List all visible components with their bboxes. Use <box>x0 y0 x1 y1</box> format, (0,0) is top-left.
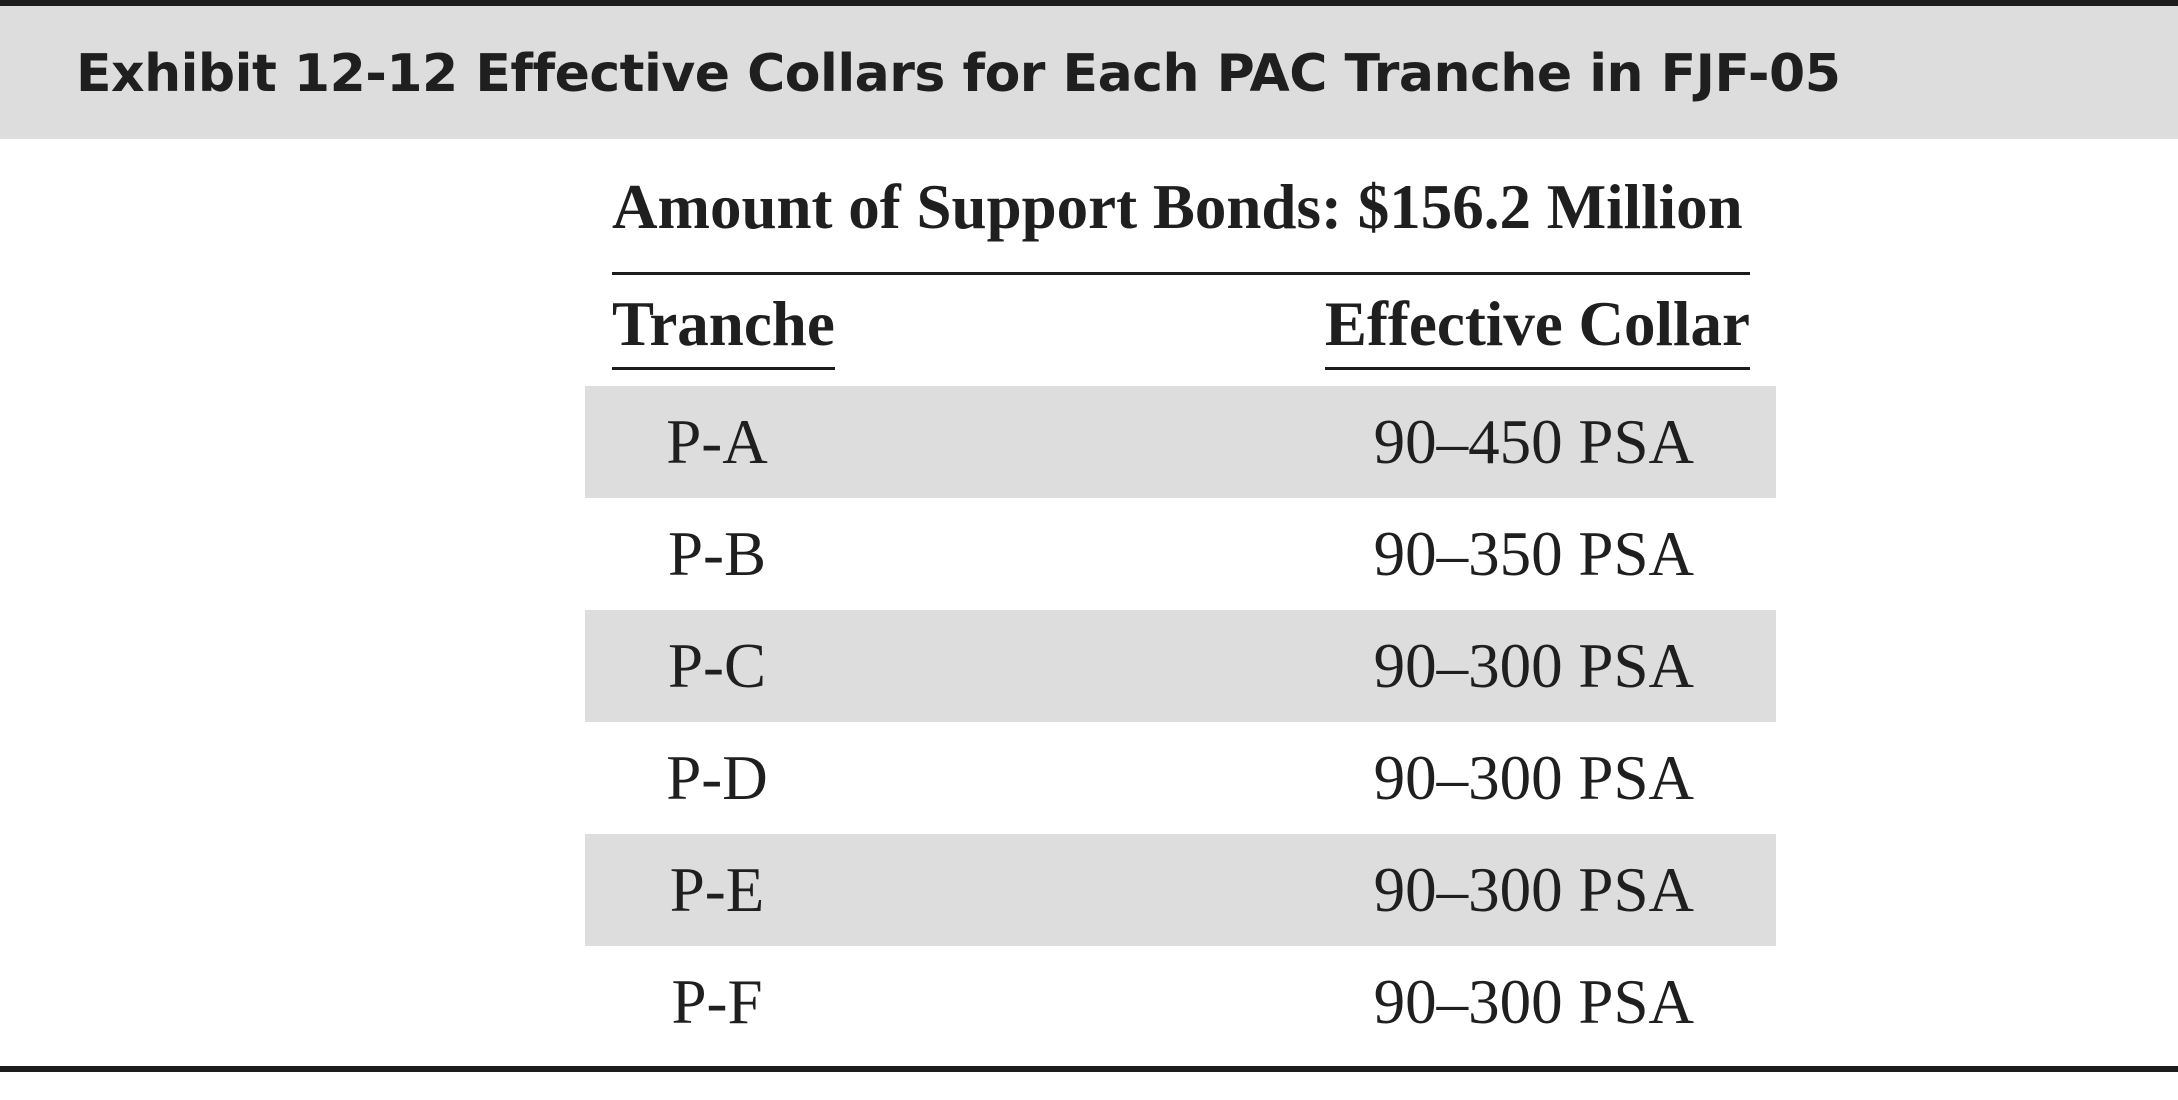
collar-cell: 90–350 PSA <box>1374 498 1694 610</box>
column-header-effective-collar: Effective Collar <box>1325 289 1750 370</box>
collar-cell: 90–300 PSA <box>1374 722 1694 834</box>
table-row: P-F 90–300 PSA <box>585 946 1776 1058</box>
exhibit-title: Exhibit 12-12 Effective Collars for Each… <box>76 34 1840 114</box>
table-row: P-A 90–450 PSA <box>585 386 1776 498</box>
collar-cell: 90–300 PSA <box>1374 610 1694 722</box>
table-row: P-B 90–350 PSA <box>585 498 1776 610</box>
table-row: P-D 90–300 PSA <box>585 722 1776 834</box>
exhibit-header: Exhibit 12-12 Effective Collars for Each… <box>0 6 2178 139</box>
column-header-tranche: Tranche <box>612 289 835 370</box>
caption-rule <box>612 272 1750 275</box>
tranche-cell: P-D <box>585 722 849 834</box>
tranche-cell: P-B <box>585 498 849 610</box>
tranche-cell: P-F <box>585 946 849 1058</box>
table-body: P-A 90–450 PSA P-B 90–350 PSA P-C 90–300… <box>585 386 1776 1058</box>
collar-cell: 90–450 PSA <box>1374 386 1694 498</box>
table-row: P-E 90–300 PSA <box>585 834 1776 946</box>
table-row: P-C 90–300 PSA <box>585 610 1776 722</box>
bottom-rule <box>0 1066 2178 1072</box>
collar-cell: 90–300 PSA <box>1374 946 1694 1058</box>
tranche-cell: P-A <box>585 386 849 498</box>
tranche-cell: P-C <box>585 610 849 722</box>
tranche-cell: P-E <box>585 834 849 946</box>
collar-cell: 90–300 PSA <box>1374 834 1694 946</box>
table-caption: Amount of Support Bonds: $156.2 Million <box>612 177 1750 237</box>
